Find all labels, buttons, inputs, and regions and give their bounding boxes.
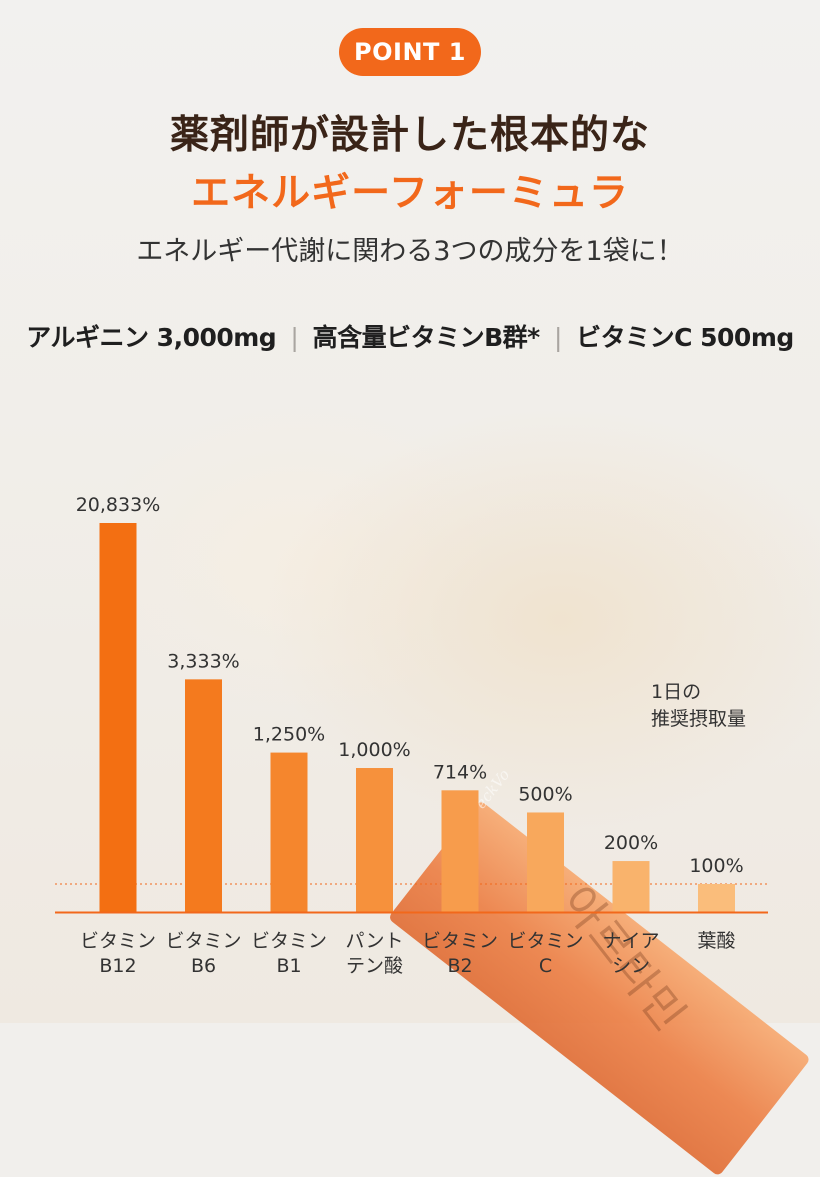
bar-2 [185, 679, 222, 912]
category-label-5-line1: ビタミン [422, 930, 498, 952]
bar-3 [270, 752, 308, 912]
ingredient-vitamin-c: ビタミンC 500mg [576, 323, 794, 352]
category-label-1-line2: B12 [99, 955, 136, 977]
bar-value-label-8: 100% [689, 855, 743, 877]
reference-label-line2: 推奨摂取量 [651, 708, 746, 730]
bar-4 [356, 768, 393, 912]
bar-5 [441, 790, 479, 912]
category-label-3-line2: B1 [276, 955, 301, 977]
reference-label-line1: 1日の [651, 681, 701, 703]
bar-value-label-6: 500% [518, 783, 572, 805]
page-title-line1: 薬剤師が設計した根本的な [169, 113, 650, 158]
bar-value-label-3: 1,250% [253, 724, 325, 746]
bar-value-label-2: 3,333% [167, 650, 239, 672]
ingredient-vitamin-b: 高含量ビタミンB群* [312, 323, 541, 352]
category-label-3-line1: ビタミン [251, 930, 327, 952]
powder-background [0, 0, 820, 1023]
category-label-1-line1: ビタミン [80, 930, 156, 952]
category-label-6-line2: C [539, 955, 552, 977]
bar-value-label-1: 20,833% [76, 494, 161, 516]
bar-7 [612, 861, 650, 912]
page-subtitle: エネルギー代謝に関わる3つの成分を1袋に！ [136, 236, 684, 267]
page-title-line2: エネルギーフォーミュラ [191, 171, 629, 216]
ingredients-line: アルギニン 3,000mg | 高含量ビタミンB群* | ビタミンC 500mg [0, 318, 820, 354]
separator-1: | [290, 323, 299, 352]
ingredient-arginine: アルギニン 3,000mg [26, 323, 277, 352]
bar-value-label-5: 714% [433, 761, 487, 783]
bar-6 [527, 812, 564, 912]
category-label-6-line1: ビタミン [507, 930, 583, 952]
category-label-4-line1: パント [346, 930, 404, 952]
bar-1 [99, 523, 137, 912]
bar-value-label-4: 1,000% [338, 739, 410, 761]
separator-2: | [553, 323, 562, 352]
category-label-2-line1: ビタミン [165, 930, 241, 952]
category-label-5-line2: B2 [447, 955, 472, 977]
point-badge: POINT 1 [339, 28, 481, 76]
bar-value-label-7: 200% [604, 832, 658, 854]
bar-8 [698, 884, 735, 912]
category-label-2-line2: B6 [191, 955, 216, 977]
category-label-4-line2: テン酸 [346, 955, 403, 977]
category-label-7-line1: ナイア [602, 930, 659, 952]
category-label-7-line2: シン [612, 955, 650, 977]
vitamin-bar-chart: 20,833% ビタミン B12 3,333% ビタミン B6 1,250% ビタミン B1 1,… [55, 494, 768, 977]
category-label-8-line1: 葉酸 [697, 930, 735, 952]
